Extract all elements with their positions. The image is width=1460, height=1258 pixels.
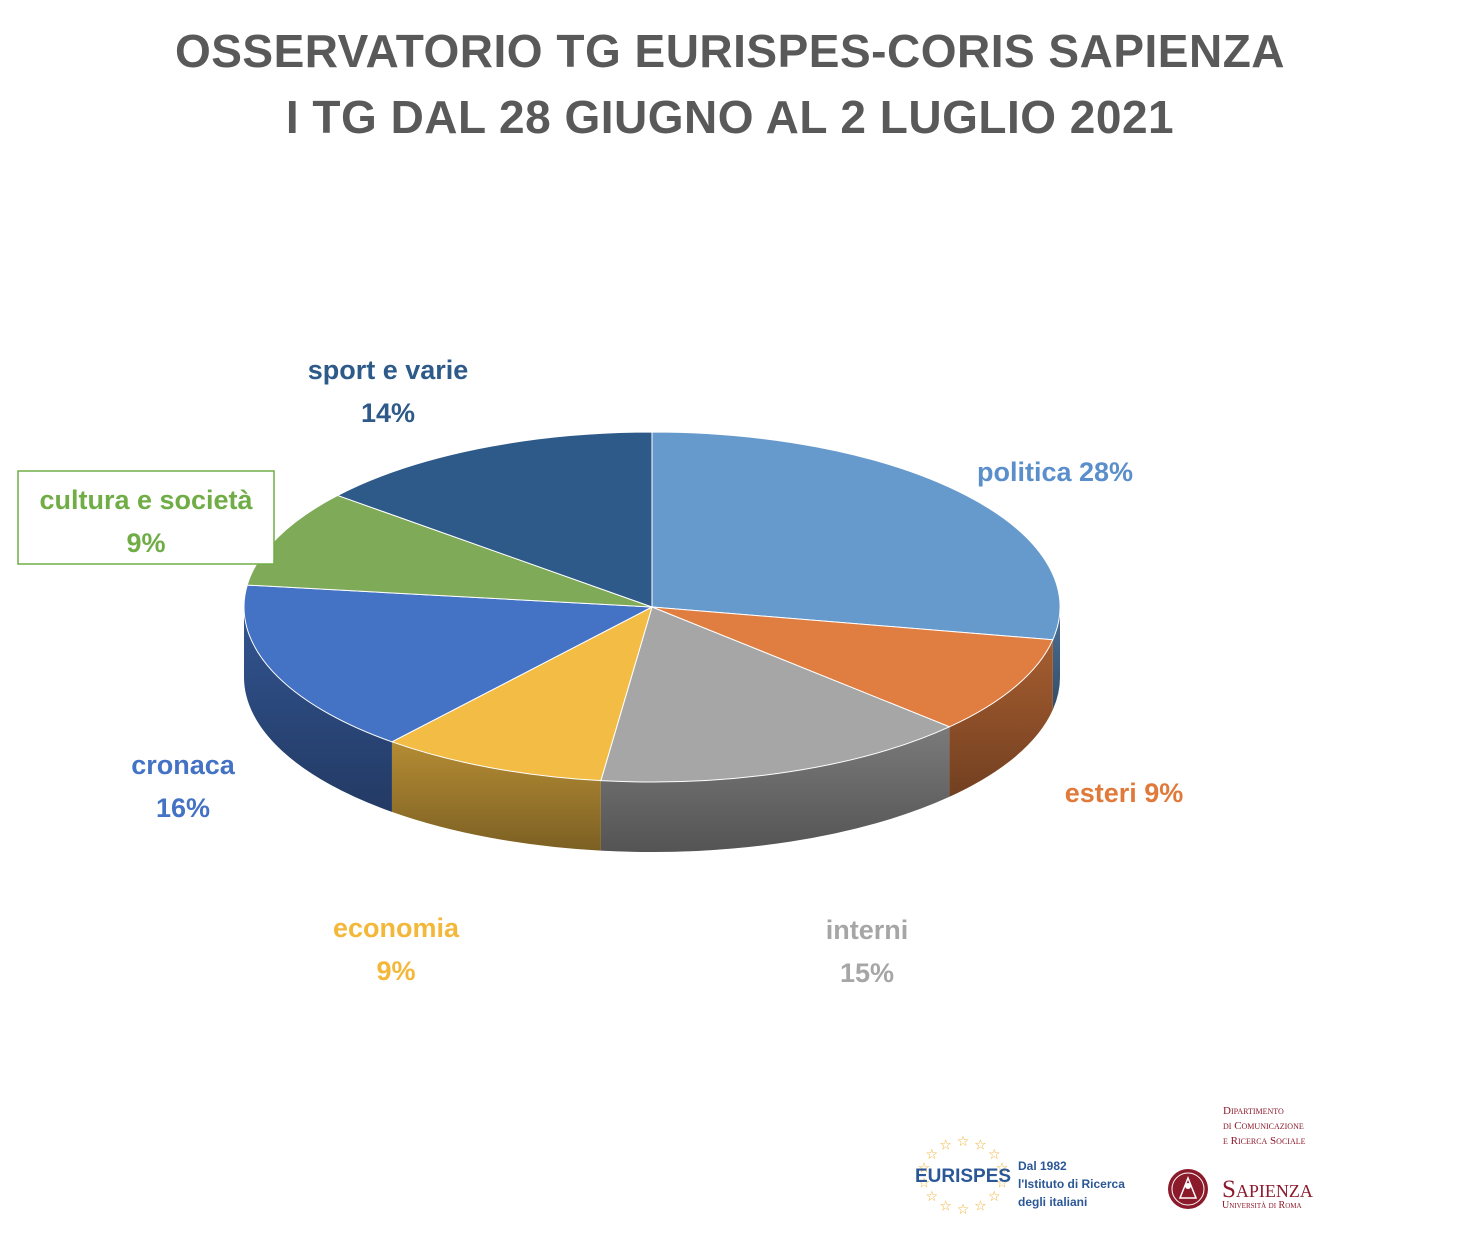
- sapienza-logo: Dipartimento di Comunicazione e Ricerca …: [1168, 1105, 1313, 1211]
- pie-side-shade-interni: [600, 726, 950, 852]
- star-icon: ☆: [925, 1146, 938, 1162]
- star-icon: ☆: [957, 1133, 970, 1149]
- label-cultura-name: cultura e società: [39, 485, 253, 515]
- star-ring-icon: ☆ ☆☆☆☆☆☆☆☆☆☆☆☆☆: [918, 1133, 1009, 1217]
- star-icon: ☆: [988, 1188, 1001, 1204]
- eurispes-tagline-2: l'Istituto di Ricerca: [1018, 1177, 1125, 1191]
- star-icon: ☆: [918, 1159, 931, 1175]
- label-sport-pct: 14%: [361, 398, 415, 428]
- star-icon: ☆: [939, 1136, 952, 1152]
- dept-line-3: e Ricerca Sociale: [1223, 1135, 1306, 1147]
- pie-slice-politica: [651, 431, 1061, 641]
- eurispes-tagline-3: degli italiani: [1018, 1195, 1087, 1209]
- star-icon: ☆: [957, 1201, 970, 1217]
- pie-slice-sport-e-varie: [336, 431, 653, 608]
- label-cultura-box: [17, 470, 275, 565]
- pie-slice-esteri: [651, 606, 1054, 728]
- label-interni-name: interni: [826, 915, 909, 945]
- star-icon: ☆: [925, 1188, 938, 1204]
- eurispes-tagline-1: Dal 1982: [1018, 1159, 1067, 1173]
- pie-slice-interni: [600, 606, 951, 783]
- star-icon: ☆: [974, 1136, 987, 1152]
- pie-slice-cronaca: [243, 584, 654, 743]
- label-cronaca-name: cronaca: [131, 750, 236, 780]
- eurispes-name: EURISPES: [915, 1166, 1011, 1187]
- label-economia-name: economia: [333, 913, 460, 943]
- dept-line-2: di Comunicazione: [1223, 1120, 1304, 1132]
- sapienza-subtitle: Università di Roma: [1222, 1200, 1302, 1211]
- pie-side-walls: [244, 607, 1061, 852]
- label-cultura-pct: 9%: [126, 528, 165, 558]
- star-icon: ☆: [974, 1198, 987, 1214]
- star-icon: ☆: [996, 1159, 1009, 1175]
- eurispes-logo: ☆ ☆☆☆☆☆☆☆☆☆☆☆☆☆ EURISPES Dal 1982 l'Istit…: [915, 1133, 1125, 1217]
- pie-side-shade-politica: [1052, 607, 1061, 710]
- pie-side-shade-economia: [391, 741, 601, 851]
- pie-top-faces: [243, 431, 1061, 783]
- star-icon: ☆: [918, 1175, 931, 1191]
- star-icon: ☆: [996, 1175, 1009, 1191]
- label-politica: politica 28%: [977, 457, 1133, 487]
- pie-slice-cultura-e-societa: [246, 494, 653, 608]
- chart-title-line-2: I TG DAL 28 GIUGNO AL 2 LUGLIO 2021: [285, 91, 1175, 143]
- label-interni-pct: 15%: [840, 958, 894, 988]
- label-esteri: esteri 9%: [1065, 778, 1184, 808]
- chart-title-line-1: OSSERVATORIO TG EURISPES-CORIS SAPIENZA: [174, 25, 1286, 77]
- dept-line-1: Dipartimento: [1223, 1105, 1284, 1117]
- label-economia-pct: 9%: [376, 956, 415, 986]
- label-sport-name: sport e varie: [308, 355, 469, 385]
- star-icon: ☆: [988, 1146, 1001, 1162]
- star-icon: ☆: [939, 1198, 952, 1214]
- label-cronaca-pct: 16%: [156, 793, 210, 823]
- pie-slice-economia: [390, 606, 653, 782]
- sapienza-name: Sapienza: [1222, 1176, 1313, 1203]
- sapienza-seal-icon: [1168, 1169, 1208, 1209]
- pie-side-shade-cronaca: [244, 607, 392, 812]
- pie-side-shade-esteri: [949, 639, 1053, 797]
